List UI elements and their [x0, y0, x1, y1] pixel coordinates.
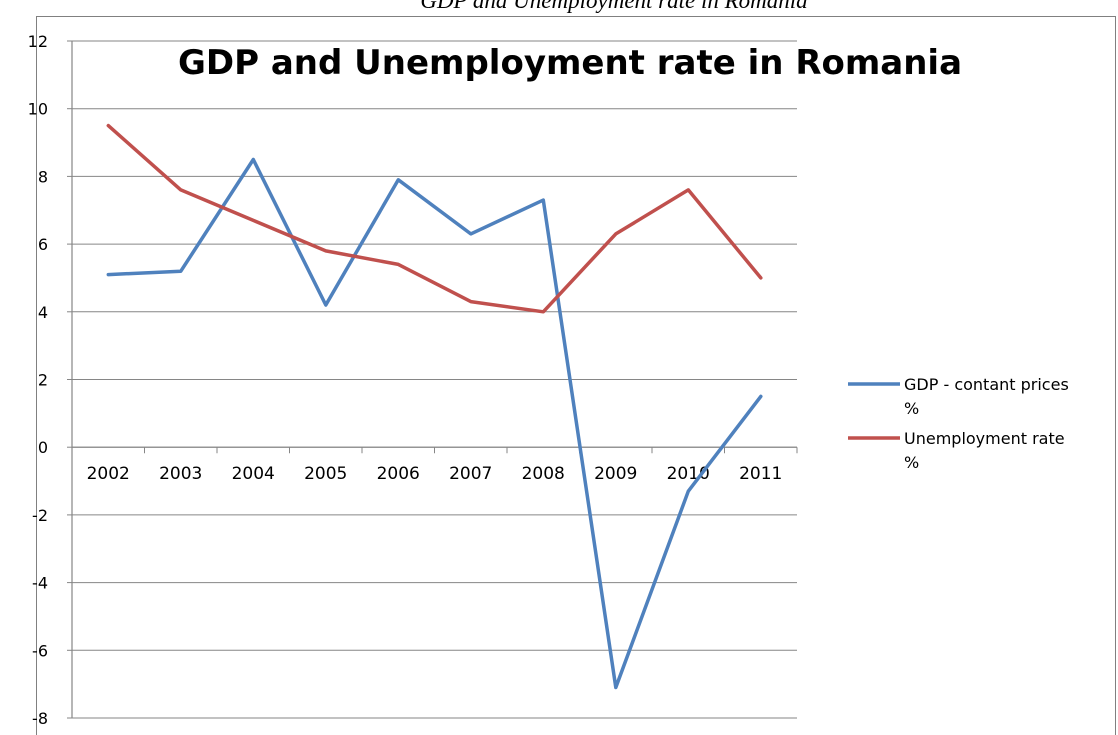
axes: [67, 40, 798, 719]
series-line-gdp: [106, 157, 763, 690]
y-tick-label: -4: [32, 574, 48, 593]
x-tick-label: 2007: [449, 464, 492, 484]
gridlines: [72, 40, 797, 719]
y-tick-label: -6: [32, 641, 48, 660]
chart-title: GDP and Unemployment rate in Romania: [178, 43, 962, 83]
legend-label: GDP - contant prices: [904, 375, 1069, 394]
y-tick-labels: 12 10 8 6 4 2 0 -2 -4 -6 -8: [28, 32, 48, 728]
y-tick-label: 10: [28, 100, 48, 119]
figure-caption: GDP and Unemployment rate in Romania: [420, 0, 808, 13]
y-tick-label: 8: [38, 167, 48, 186]
legend-label: Unemployment rate: [904, 429, 1065, 448]
x-tick-label: 2008: [522, 464, 565, 484]
legend: GDP - contant prices%Unemployment rate%: [848, 375, 1069, 472]
legend-item: GDP - contant prices%: [848, 375, 1069, 418]
y-tick-label: -2: [32, 506, 48, 525]
y-tick-label: -8: [32, 709, 48, 728]
x-tick-label: 2004: [232, 464, 275, 484]
x-tick-label: 2003: [159, 464, 202, 484]
x-tick-label: 2011: [739, 464, 782, 484]
series-lines: [106, 123, 763, 690]
x-tick-label: 2009: [594, 464, 637, 484]
x-tick-label: 2006: [377, 464, 420, 484]
y-tick-label: 2: [38, 371, 48, 390]
legend-item: Unemployment rate%: [848, 429, 1065, 472]
chart-area: [36, 16, 1116, 735]
legend-label-unit: %: [904, 399, 919, 418]
y-tick-label: 4: [38, 303, 48, 322]
legend-label-unit: %: [904, 453, 919, 472]
x-tick-labels: 2002 2003 2004 2005 2006 2007 2008 2009 2010 2011: [87, 464, 783, 484]
series-line-unemployment: [106, 123, 763, 314]
y-tick-label: 12: [28, 32, 48, 51]
x-tick-label: 2005: [304, 464, 347, 484]
y-tick-label: 0: [38, 438, 48, 457]
y-tick-label: 6: [38, 235, 48, 254]
x-tick-label: 2002: [87, 464, 130, 484]
